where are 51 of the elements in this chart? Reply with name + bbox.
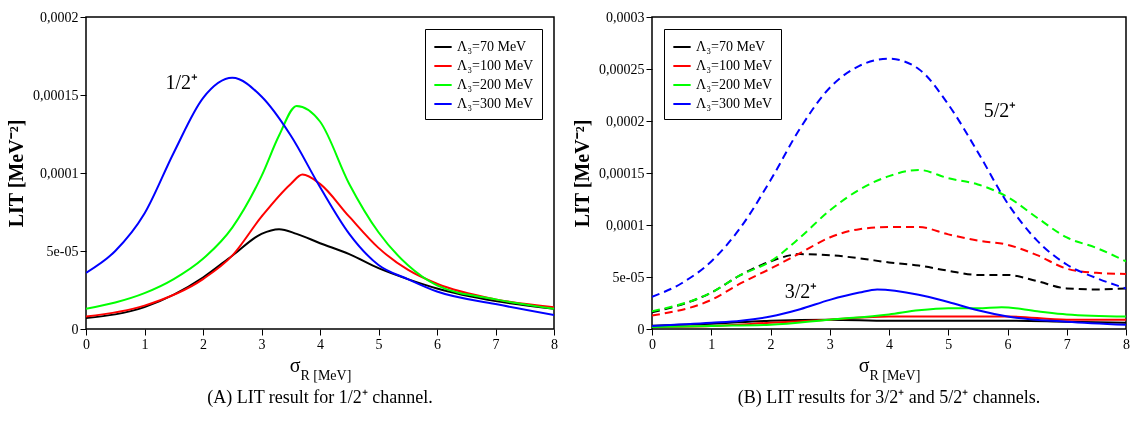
x-tick-label: 4 (317, 336, 324, 352)
x-axis-title: σ$_{R [MeV]}$ (858, 353, 921, 382)
y-tick-label: 0,0001 (606, 217, 645, 233)
x-tick-label: 4 (886, 336, 893, 352)
x-tick-label: 2 (200, 336, 207, 352)
x-tick-label: 5 (945, 336, 953, 352)
legend-label: Λ₃=100 MeV (696, 58, 773, 73)
annotation: 5/2⁺ (983, 98, 1017, 121)
x-tick-label: 0 (83, 336, 90, 352)
legend-label: Λ₃=300 MeV (457, 96, 534, 111)
y-tick-label: 5e-05 (46, 243, 79, 259)
x-tick-label: 3 (258, 336, 266, 352)
line-series (652, 57, 1126, 298)
y-tick-label: 0 (637, 321, 645, 337)
legend-label: Λ₃=200 MeV (457, 77, 534, 92)
x-tick-label: 5 (375, 336, 383, 352)
x-tick-label: 3 (826, 336, 834, 352)
annotation: 3/2⁺ (784, 279, 818, 302)
x-tick-label: 1 (708, 336, 716, 352)
y-axis-title: LIT [MeV⁻²] (5, 119, 27, 228)
x-tick-label: 8 (1123, 336, 1130, 352)
x-tick-label: 0 (649, 336, 656, 352)
text: (B) LIT results for 3/2⁺ and 5/2⁺ channels. (737, 387, 1041, 408)
legend-label: Λ₃=70 MeV (457, 39, 527, 54)
legend-label: Λ₃=200 MeV (696, 77, 773, 92)
x-tick-label: 6 (1004, 336, 1012, 352)
y-axis-title: LIT [MeV⁻²] (571, 119, 593, 228)
y-tick-label: 0,00025 (599, 61, 645, 77)
line-series (652, 226, 1126, 317)
line-series (652, 168, 1126, 313)
y-tick-label: 0,00015 (33, 87, 79, 103)
x-tick-label: 7 (1063, 336, 1071, 352)
annotation: 1/2⁺ (165, 70, 199, 93)
y-tick-label: 0,0001 (40, 165, 79, 181)
text: (A) LIT result for 1/2⁺ channel. (207, 387, 433, 408)
y-tick-label: 0 (71, 321, 79, 337)
y-tick-label: 0,00015 (599, 165, 645, 181)
x-tick-label: 7 (492, 336, 500, 352)
line-series (86, 173, 554, 318)
legend-label: Λ₃=100 MeV (457, 58, 534, 73)
legend-label: Λ₃=300 MeV (696, 96, 773, 111)
y-tick-label: 0,0002 (40, 9, 79, 25)
x-tick-label: 2 (767, 336, 775, 352)
legend-label: Λ₃=70 MeV (696, 39, 766, 54)
x-tick-label: 8 (551, 336, 558, 352)
y-tick-label: 0,0002 (606, 113, 645, 129)
y-tick-label: 5e-05 (612, 269, 645, 285)
x-axis-title: σ$_{R [MeV]}$ (289, 353, 352, 382)
x-tick-label: 6 (434, 336, 441, 352)
y-tick-label: 0,0003 (606, 9, 645, 25)
x-tick-label: 1 (141, 336, 149, 352)
